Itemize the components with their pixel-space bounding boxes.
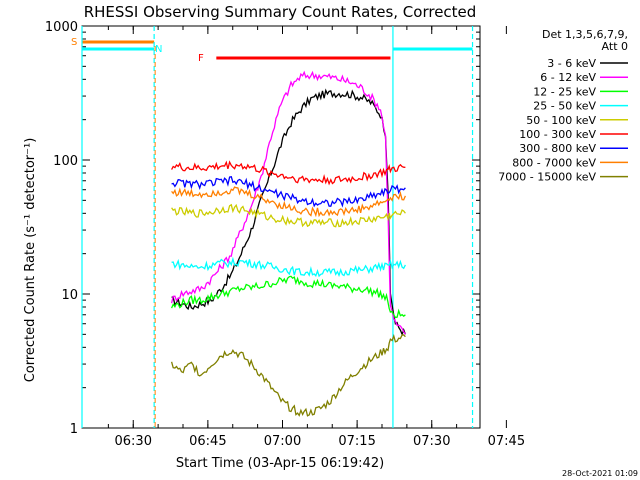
plot-frame [81,25,481,429]
legend-entry-label: 800 - 7000 keV [512,156,596,169]
series-line [171,256,406,278]
legend-entry-label: 7000 - 15000 keV [498,171,596,184]
flag-label: S [71,37,77,48]
legend-entry-label: 50 - 100 keV [526,114,596,127]
y-tick-label: 100 [53,154,78,169]
x-axis-label: Start Time (03-Apr-15 06:19:42) [176,456,384,471]
series-line [171,176,406,208]
legend-entry-label: 300 - 800 keV [519,142,596,155]
plot-area: 1 10 100 1000 06:30 06:45 07:00 07:15 07:30 07:45… [45,20,525,449]
x-tick-label: 06:45 [189,434,226,449]
series-line [171,186,406,218]
legend-entry-label: 6 - 12 keV [540,71,596,84]
legend-entry-label: 100 - 300 keV [519,128,596,141]
timestamp: 28-Oct-2021 01:09 [562,469,638,478]
legend-entry-label: 12 - 25 keV [533,85,596,98]
series-line [171,160,406,186]
series-line [171,203,406,228]
x-tick-label: 07:00 [264,434,301,449]
flag-label: N [155,44,162,55]
legend-header: Att 0 [602,40,628,53]
series-line [170,70,406,335]
y-tick-label: 1000 [45,20,78,35]
y-tick-label: 10 [61,288,78,303]
x-tick-label: 06:30 [115,434,152,449]
y-axis-label: Corrected Count Rate (s⁻¹ detector⁻¹) [23,138,38,383]
x-tick-label: 07:45 [488,434,525,449]
x-tick-label: 07:15 [338,434,375,449]
series-line [171,275,406,319]
legend-entry-label: 25 - 50 keV [533,100,596,113]
series-line [170,334,406,417]
series-line [171,88,407,337]
legend-header: Det 1,3,5,6,7,9, [542,28,628,41]
chart-title: RHESSI Observing Summary Count Rates, Co… [84,3,477,21]
legend-entry-label: 3 - 6 keV [547,57,596,70]
y-tick-label: 1 [70,422,78,437]
flag-label: F [198,53,204,64]
x-tick-label: 07:30 [413,434,450,449]
